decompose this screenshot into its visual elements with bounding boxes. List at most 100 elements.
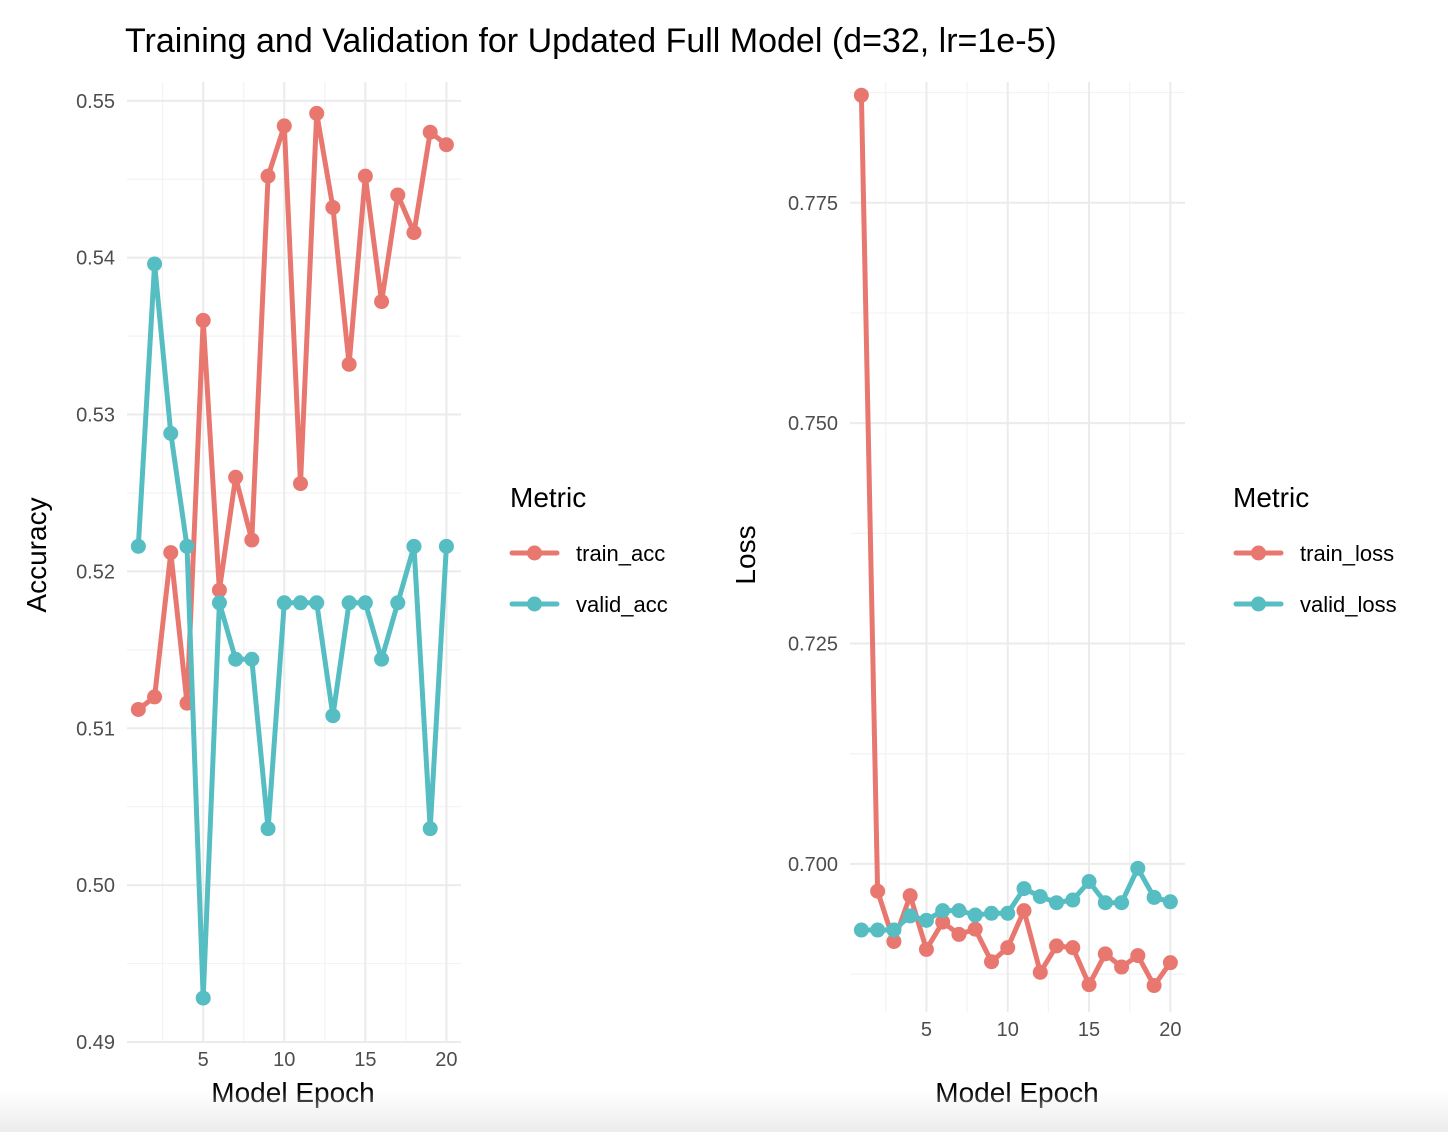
accuracy-legend-keys: train_acc valid_acc <box>509 541 668 617</box>
legend-key-point <box>1251 596 1266 612</box>
series-line-train_loss <box>858 92 1173 989</box>
data-point-train_acc <box>211 582 227 598</box>
data-point-valid_loss <box>935 903 951 919</box>
data-point-train_acc <box>163 545 179 561</box>
data-point-train_acc <box>309 105 325 121</box>
y-tick-label: 0.775 <box>788 193 838 215</box>
loss-y-axis-title: Loss <box>730 525 761 584</box>
data-point-train_acc <box>406 225 422 241</box>
x-tick-label: 20 <box>435 1049 457 1071</box>
data-point-train_loss <box>886 933 902 949</box>
data-point-valid_acc <box>276 595 292 611</box>
data-point-valid_loss <box>983 905 999 921</box>
y-tick-label: 0.50 <box>76 875 115 897</box>
y-tick-label: 0.55 <box>76 91 115 113</box>
data-point-train_loss <box>1081 977 1097 993</box>
legend-key-point <box>1251 545 1266 561</box>
data-point-valid_loss <box>1016 881 1032 897</box>
data-point-valid_acc <box>130 538 146 554</box>
loss-legend: Metric train_loss valid_loss <box>1233 482 1397 617</box>
data-point-valid_acc <box>325 708 341 724</box>
y-tick-label: 0.54 <box>76 248 115 270</box>
accuracy-legend: Metric train_acc valid_acc <box>509 482 668 617</box>
data-point-train_loss <box>1162 955 1178 971</box>
data-point-valid_loss <box>1097 895 1113 911</box>
series-line-valid_acc <box>135 261 449 1001</box>
legend-label-train_acc: train_acc <box>576 541 665 566</box>
data-point-train_acc <box>195 312 211 328</box>
data-point-valid_acc <box>422 821 438 837</box>
data-point-valid_acc <box>195 990 211 1006</box>
data-point-valid_acc <box>292 595 308 611</box>
data-point-train_acc <box>357 168 373 184</box>
data-point-train_loss <box>1016 903 1032 919</box>
data-point-train_loss <box>1049 938 1065 954</box>
data-point-valid_acc <box>309 595 325 611</box>
data-point-valid_loss <box>1032 889 1048 905</box>
data-point-train_acc <box>130 701 146 717</box>
loss-series <box>853 87 1178 994</box>
data-point-valid_loss <box>1081 874 1097 890</box>
data-point-valid_loss <box>853 922 869 938</box>
y-tick-label: 0.750 <box>788 413 838 435</box>
data-point-train_loss <box>1065 940 1081 956</box>
data-point-valid_acc <box>163 425 179 441</box>
y-tick-label: 0.725 <box>788 634 838 656</box>
data-point-train_loss <box>918 941 934 957</box>
y-tick-label: 0.49 <box>76 1032 115 1054</box>
legend-key-point <box>527 545 542 561</box>
data-point-train_acc <box>147 689 163 705</box>
data-point-valid_loss <box>918 912 934 928</box>
bottom-fade <box>0 1090 1448 1132</box>
data-point-valid_loss <box>1114 895 1130 911</box>
loss-legend-keys: train_loss valid_loss <box>1233 541 1397 617</box>
legend-label-valid_loss: valid_loss <box>1300 592 1397 617</box>
x-tick-label: 15 <box>354 1049 376 1071</box>
data-point-valid_acc <box>211 595 227 611</box>
accuracy-y-tick-labels: 0.49 0.50 0.51 0.52 0.53 0.54 0.55 <box>76 91 115 1054</box>
data-point-valid_loss <box>1162 894 1178 910</box>
data-point-train_loss <box>967 921 983 937</box>
data-point-valid_acc <box>357 595 373 611</box>
y-tick-label: 0.53 <box>76 405 115 427</box>
loss-legend-title: Metric <box>1233 482 1309 513</box>
data-point-train_acc <box>422 124 438 140</box>
loss-y-tick-labels: 0.700 0.725 0.750 0.775 <box>788 193 838 876</box>
data-point-valid_loss <box>1049 895 1065 911</box>
accuracy-series <box>130 105 454 1006</box>
data-point-valid_loss <box>1146 889 1162 905</box>
figure-title: Training and Validation for Updated Full… <box>125 22 1057 60</box>
x-tick-label: 5 <box>198 1049 209 1071</box>
data-point-train_acc <box>276 118 292 134</box>
data-point-valid_acc <box>438 538 454 554</box>
data-point-valid_acc <box>390 595 406 611</box>
data-point-train_loss <box>1032 964 1048 980</box>
data-point-train_acc <box>341 356 357 372</box>
data-point-valid_acc <box>147 256 163 272</box>
accuracy-x-tick-labels: 5 10 15 20 <box>198 1049 458 1071</box>
data-point-train_acc <box>325 199 341 215</box>
legend-label-valid_acc: valid_acc <box>576 592 668 617</box>
data-point-valid_acc <box>341 595 357 611</box>
data-point-train_acc <box>244 532 260 548</box>
data-point-valid_loss <box>902 908 918 924</box>
data-point-valid_acc <box>228 651 244 667</box>
data-point-train_loss <box>902 888 918 904</box>
data-point-valid_acc <box>244 651 260 667</box>
data-point-train_loss <box>853 87 869 103</box>
x-tick-label: 10 <box>273 1049 295 1071</box>
data-point-valid_loss <box>1130 860 1146 876</box>
data-point-valid_acc <box>260 821 276 837</box>
data-point-train_acc <box>292 476 308 492</box>
accuracy-y-axis-title: Accuracy <box>21 497 52 612</box>
data-point-train_acc <box>374 294 390 310</box>
data-point-train_loss <box>951 926 967 942</box>
data-point-train_acc <box>390 187 406 203</box>
data-point-valid_acc <box>179 538 195 554</box>
y-tick-label: 0.51 <box>76 718 115 740</box>
y-tick-label: 0.700 <box>788 854 838 876</box>
data-point-train_acc <box>438 137 454 153</box>
legend-label-train_loss: train_loss <box>1300 541 1394 566</box>
